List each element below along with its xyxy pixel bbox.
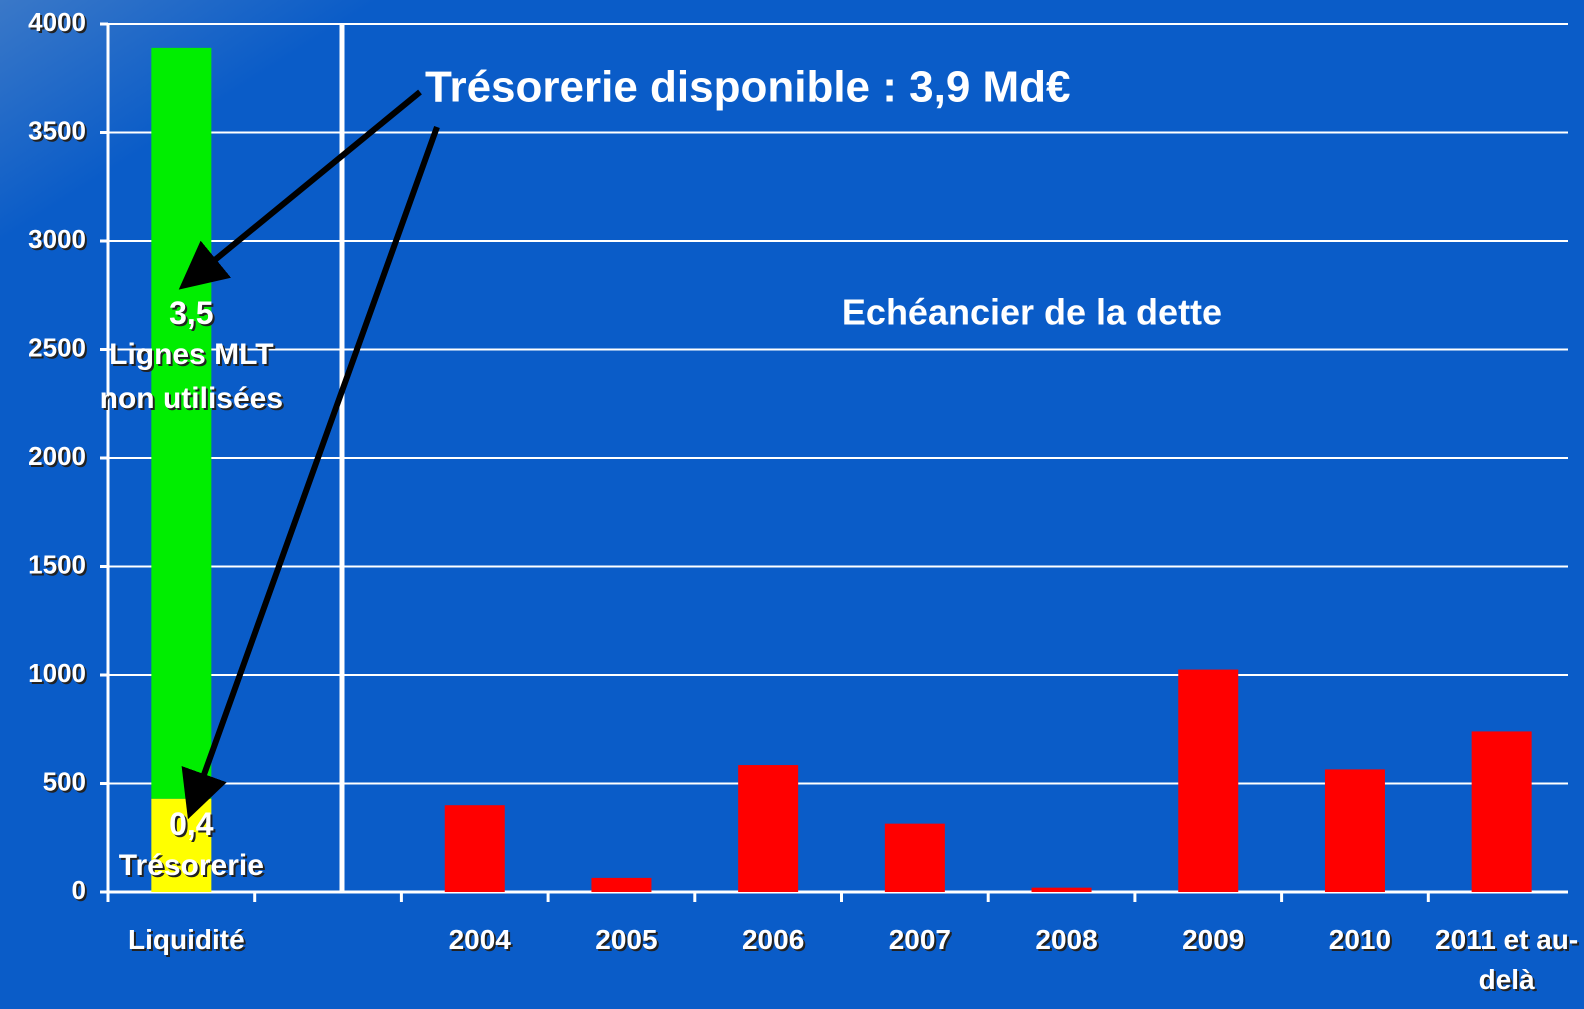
y-tick-label: 4000 [28, 7, 86, 37]
annotation: Echéancier de la dette [842, 292, 1222, 333]
x-tick-label-box: 2009 [1182, 924, 1245, 955]
y-tick-label: 2000 [28, 441, 86, 471]
bar [1178, 669, 1239, 892]
y-tick-label: 3500 [28, 115, 86, 145]
bar-label: 0,4 Trésorerie [118, 805, 264, 882]
x-tick-label-box: 2004 [448, 924, 511, 955]
arrow [178, 89, 422, 290]
bar-label: 3,5 Lignes MLT non utilisées [99, 294, 284, 415]
x-tick-label-box: 2008 [1035, 924, 1098, 955]
bar [884, 823, 945, 892]
x-tick-label: 2007 [888, 924, 951, 955]
x-tick-label: 2004 [448, 924, 511, 955]
bar [444, 805, 505, 892]
y-tick-label: 3000 [28, 224, 86, 254]
y-tick-label: 500 [43, 766, 86, 796]
x-tick-label-box: 2011 et au-delà [1435, 924, 1579, 995]
bar [1324, 769, 1385, 892]
bar [1471, 731, 1532, 892]
x-tick-label: 2011 et au-delà [1435, 924, 1579, 995]
x-tick-label-box: 2005 [595, 924, 658, 955]
x-tick-label: 2005 [595, 924, 658, 955]
x-tick-label: 2010 [1328, 924, 1392, 955]
arrow [181, 125, 440, 820]
x-tick-label: 2009 [1182, 924, 1245, 955]
y-tick-label: 1000 [28, 658, 86, 688]
x-tick-label: Liquidité [128, 924, 245, 955]
x-tick-label-box: Liquidité [128, 924, 245, 955]
value-label: 0,4 [169, 805, 214, 842]
bar [1031, 887, 1092, 892]
x-tick-label-box: 2006 [741, 924, 805, 955]
y-tick-label: 1500 [28, 549, 86, 579]
bar [738, 765, 799, 892]
series-label: Lignes MLT non utilisées [99, 337, 284, 415]
x-tick-label-box: 2007 [888, 924, 951, 955]
y-tick-label: 0 [72, 875, 86, 905]
bar [151, 47, 212, 799]
x-tick-label-box: 2010 [1328, 924, 1392, 955]
y-tick-label: 2500 [28, 332, 86, 362]
bar [591, 877, 652, 892]
annotation: Trésorerie disponible : 3,9 Md€ [425, 63, 1071, 112]
series-label: Trésorerie [118, 848, 264, 882]
value-label: 3,5 [169, 294, 214, 331]
x-tick-label: 2008 [1035, 924, 1098, 955]
x-tick-label: 2006 [741, 924, 805, 955]
